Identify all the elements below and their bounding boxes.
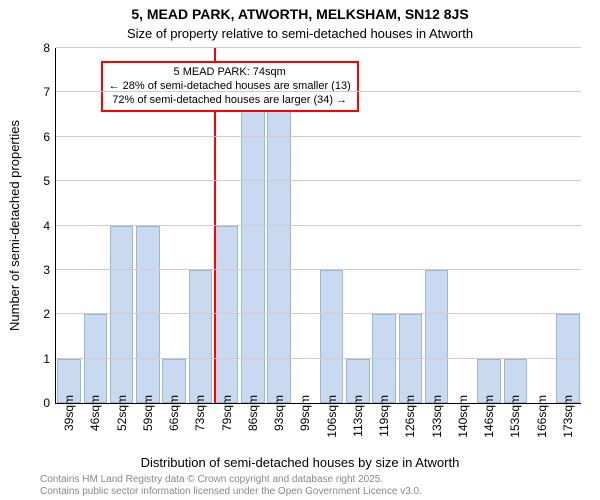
y-tick-label: 7 xyxy=(43,85,50,99)
bar-slot: 166sqm xyxy=(529,48,555,403)
footer-line-1: Contains HM Land Registry data © Crown c… xyxy=(40,474,600,486)
x-tick-label: 86sqm xyxy=(246,395,260,431)
x-tick-label: 93sqm xyxy=(272,395,286,431)
bar xyxy=(267,92,291,403)
y-tick-label: 3 xyxy=(43,263,50,277)
gridline xyxy=(56,47,581,48)
bar-slot: 133sqm xyxy=(424,48,450,403)
x-tick-label: 66sqm xyxy=(167,395,181,431)
bar-slot: 146sqm xyxy=(476,48,502,403)
bar xyxy=(189,270,213,403)
y-tick-label: 4 xyxy=(43,219,50,233)
bar xyxy=(320,270,344,403)
bar xyxy=(136,226,160,404)
bar-slot: 126sqm xyxy=(397,48,423,403)
x-tick-label: 52sqm xyxy=(115,395,129,431)
bar xyxy=(399,314,423,403)
x-tick-label: 39sqm xyxy=(62,395,76,431)
gridline xyxy=(56,358,581,359)
bar xyxy=(425,270,449,403)
chart-title: 5, MEAD PARK, ATWORTH, MELKSHAM, SN12 8J… xyxy=(0,6,600,22)
chart-subtitle: Size of property relative to semi-detach… xyxy=(0,26,600,41)
x-tick-label: 46sqm xyxy=(88,395,102,431)
footer-text: Contains HM Land Registry data © Crown c… xyxy=(40,474,600,498)
bar-slot: 153sqm xyxy=(502,48,528,403)
y-tick-label: 2 xyxy=(43,307,50,321)
y-tick-label: 8 xyxy=(43,41,50,55)
x-axis-label: Distribution of semi-detached houses by … xyxy=(0,455,600,470)
chart-container: 5, MEAD PARK, ATWORTH, MELKSHAM, SN12 8J… xyxy=(0,0,600,500)
plot-area: 39sqm46sqm52sqm59sqm66sqm73sqm79sqm86sqm… xyxy=(55,48,581,404)
gridline xyxy=(56,225,581,226)
x-tick-label: 73sqm xyxy=(193,395,207,431)
bar-slot: 173sqm xyxy=(555,48,581,403)
gridline xyxy=(56,269,581,270)
bar xyxy=(84,314,108,403)
y-tick-label: 6 xyxy=(43,130,50,144)
y-tick-label: 1 xyxy=(43,352,50,366)
gridline xyxy=(56,91,581,92)
bar xyxy=(241,92,265,403)
annotation-line-1: 5 MEAD PARK: 74sqm xyxy=(109,66,351,80)
bar-slot: 140sqm xyxy=(450,48,476,403)
x-tick-label: 79sqm xyxy=(220,395,234,431)
bar-slot: 39sqm xyxy=(56,48,82,403)
annotation-box: 5 MEAD PARK: 74sqm ← 28% of semi-detache… xyxy=(101,61,359,112)
bar xyxy=(556,314,580,403)
gridline xyxy=(56,313,581,314)
y-tick-label: 0 xyxy=(43,396,50,410)
gridline xyxy=(56,136,581,137)
footer-line-2: Contains public sector information licen… xyxy=(40,486,600,498)
x-tick-label: 59sqm xyxy=(141,395,155,431)
x-tick-label: 99sqm xyxy=(298,395,312,431)
bar xyxy=(215,226,239,404)
gridline xyxy=(56,180,581,181)
bar-slot: 119sqm xyxy=(371,48,397,403)
bar xyxy=(372,314,396,403)
y-tick-label: 5 xyxy=(43,174,50,188)
bar xyxy=(110,226,134,404)
gridline xyxy=(56,402,581,403)
y-axis-label: Number of semi-detached properties xyxy=(6,0,22,450)
annotation-line-3: 72% of semi-detached houses are larger (… xyxy=(109,94,351,108)
